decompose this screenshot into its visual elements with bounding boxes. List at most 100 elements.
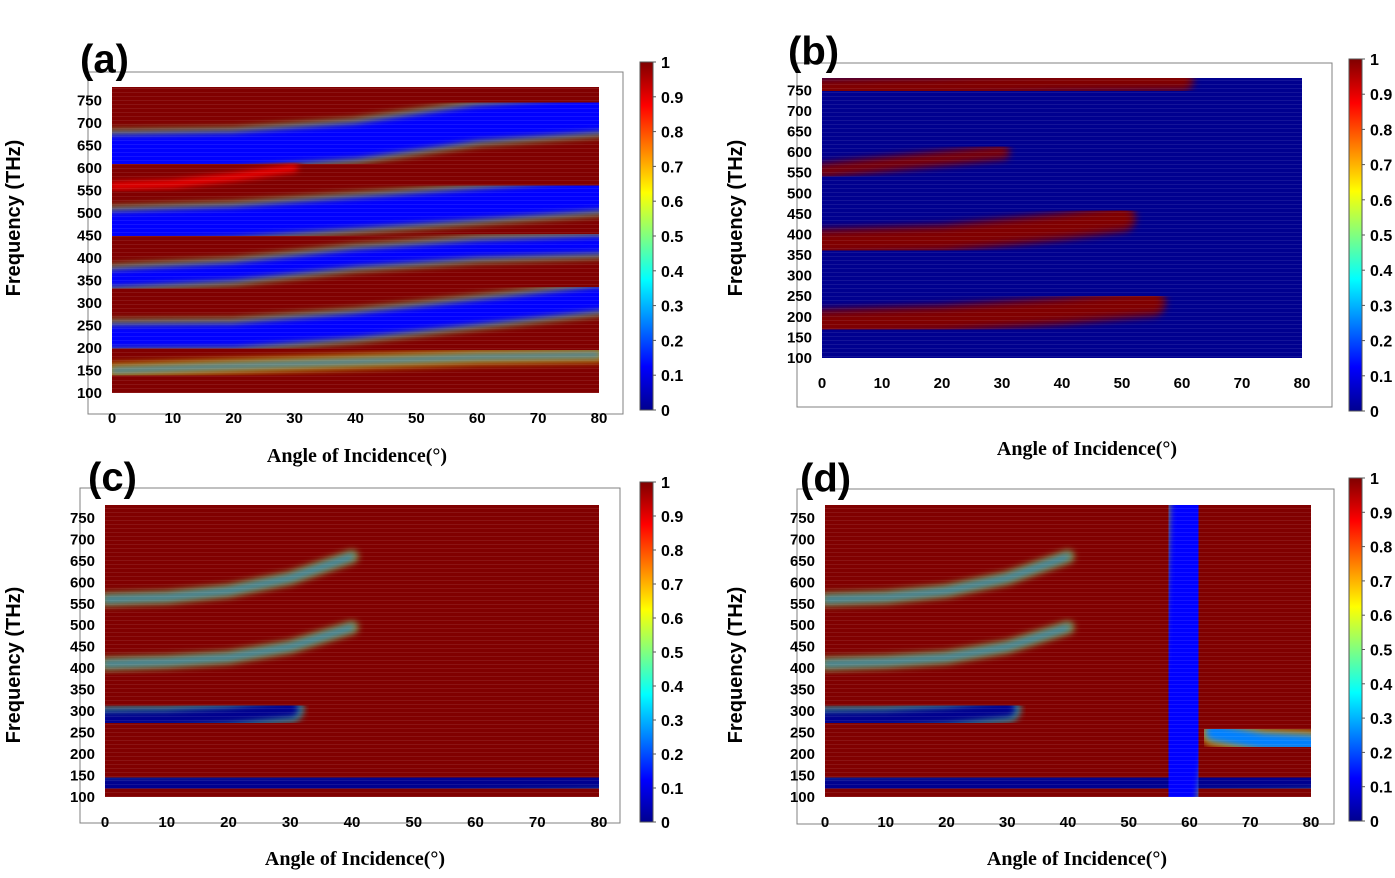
y-tick-label: 500 — [77, 205, 102, 222]
colorbar-tick-label: 0.5 — [661, 229, 683, 246]
x-tick-label: 70 — [1242, 814, 1259, 831]
x-tick-label: 70 — [529, 814, 546, 831]
y-tick-label: 400 — [77, 250, 102, 267]
y-tick-label: 700 — [70, 531, 95, 548]
y-tick-label: 550 — [787, 165, 812, 182]
x-axis-label: Angle of Incidence(°) — [987, 848, 1167, 870]
panel-a: 1001502002503003504004505005506006507007… — [3, 38, 683, 467]
colorbar-tick-label: 0.8 — [661, 543, 683, 560]
colorbar-tick-label: 1 — [661, 475, 670, 492]
colorbar-tick-label: 0.4 — [1370, 263, 1392, 280]
y-tick-label: 450 — [77, 228, 102, 245]
colorbar-tick-label: 1 — [661, 55, 670, 72]
y-tick-label: 650 — [70, 553, 95, 570]
colorbar-tick-label: 0.9 — [1370, 87, 1392, 104]
y-tick-label: 300 — [790, 703, 815, 720]
panel-d: 1001502002503003504004505005506006507007… — [725, 457, 1392, 870]
colorbar-tick-label: 0.1 — [661, 368, 683, 385]
colorbar-tick-label: 0 — [661, 403, 670, 420]
y-tick-label: 350 — [70, 682, 95, 699]
x-tick-label: 0 — [101, 814, 109, 831]
x-tick-label: 10 — [877, 814, 894, 831]
x-tick-label: 40 — [344, 814, 361, 831]
x-tick-label: 50 — [1120, 814, 1137, 831]
y-tick-label: 700 — [790, 531, 815, 548]
x-tick-label: 50 — [405, 814, 422, 831]
y-tick-label: 750 — [787, 82, 812, 99]
colorbar-tick-label: 0.7 — [661, 159, 683, 176]
y-tick-label: 450 — [790, 639, 815, 656]
heatmap-texture — [112, 87, 599, 393]
colorbar-tick-label: 0.3 — [1370, 298, 1392, 315]
x-tick-label: 30 — [999, 814, 1016, 831]
colorbar-tick-label: 0.8 — [661, 125, 683, 142]
y-tick-label: 150 — [790, 768, 815, 785]
colorbar — [639, 481, 654, 823]
y-tick-label: 600 — [70, 574, 95, 591]
x-tick-label: 0 — [818, 375, 826, 392]
y-axis-label: Frequency (THz) — [3, 587, 25, 744]
colorbar-tick-label: 0.2 — [1370, 745, 1392, 762]
colorbar-tick-label: 0.6 — [661, 611, 683, 628]
x-tick-label: 80 — [591, 410, 608, 427]
y-tick-label: 200 — [77, 340, 102, 357]
x-axis-label: Angle of Incidence(°) — [997, 438, 1177, 460]
heatmap — [112, 87, 599, 393]
y-tick-label: 750 — [77, 93, 102, 110]
colorbar-tick-label: 0.4 — [661, 264, 683, 281]
y-tick-label: 250 — [77, 318, 102, 335]
colorbar-tick-label: 0.5 — [661, 645, 683, 662]
x-tick-label: 60 — [469, 410, 486, 427]
colorbar-tick-label: 0.2 — [661, 333, 683, 350]
colorbar-tick-label: 0.1 — [1370, 780, 1392, 797]
y-axis-label: Frequency (THz) — [3, 140, 25, 297]
y-tick-label: 200 — [70, 746, 95, 763]
panel-b: 1001502002503003504004505005506006507007… — [725, 30, 1392, 460]
y-tick-label: 550 — [790, 596, 815, 613]
y-tick-label: 600 — [77, 160, 102, 177]
x-tick-label: 30 — [282, 814, 299, 831]
y-axis-label: Frequency (THz) — [725, 140, 747, 297]
y-tick-label: 300 — [787, 268, 812, 285]
colorbar-tick-label: 0.9 — [661, 509, 683, 526]
y-tick-label: 350 — [787, 247, 812, 264]
y-tick-label: 500 — [70, 617, 95, 634]
y-tick-label: 200 — [787, 309, 812, 326]
y-tick-label: 700 — [787, 103, 812, 120]
y-tick-label: 250 — [790, 725, 815, 742]
colorbar-tick-label: 0.7 — [1370, 158, 1392, 175]
colorbar-tick-label: 0 — [1370, 404, 1379, 421]
x-tick-label: 30 — [286, 410, 303, 427]
colorbar-tick-label: 0.2 — [1370, 334, 1392, 351]
x-tick-label: 10 — [874, 375, 891, 392]
colorbar-tick-label: 0.2 — [661, 747, 683, 764]
colorbar-tick-label: 0.1 — [1370, 369, 1392, 386]
y-tick-label: 600 — [790, 574, 815, 591]
x-axis-label: Angle of Incidence(°) — [265, 848, 445, 870]
x-tick-label: 20 — [225, 410, 242, 427]
colorbar-tick-label: 0.3 — [661, 299, 683, 316]
heatmap-texture — [105, 505, 599, 797]
colorbar-tick-label: 0.4 — [661, 679, 683, 696]
y-tick-label: 500 — [787, 185, 812, 202]
y-tick-label: 100 — [787, 350, 812, 367]
colorbar-tick-label: 0 — [661, 815, 670, 832]
y-tick-label: 400 — [790, 660, 815, 677]
y-tick-label: 600 — [787, 144, 812, 161]
x-tick-label: 40 — [1054, 375, 1071, 392]
colorbar-tick-label: 0.6 — [1370, 608, 1392, 625]
y-tick-label: 450 — [70, 639, 95, 656]
colorbar-tick-label: 0.8 — [1370, 540, 1392, 557]
panel-label: (d) — [800, 457, 851, 501]
heatmap-texture — [822, 78, 1302, 358]
y-tick-label: 650 — [77, 138, 102, 155]
colorbar-tick-label: 1 — [1370, 52, 1379, 69]
x-axis-label: Angle of Incidence(°) — [267, 445, 447, 467]
y-tick-label: 350 — [77, 273, 102, 290]
heatmap — [822, 78, 1302, 358]
y-tick-label: 450 — [787, 206, 812, 223]
colorbar-tick-label: 1 — [1370, 471, 1379, 488]
x-tick-label: 50 — [1114, 375, 1131, 392]
x-tick-label: 70 — [1234, 375, 1251, 392]
y-tick-label: 400 — [70, 660, 95, 677]
